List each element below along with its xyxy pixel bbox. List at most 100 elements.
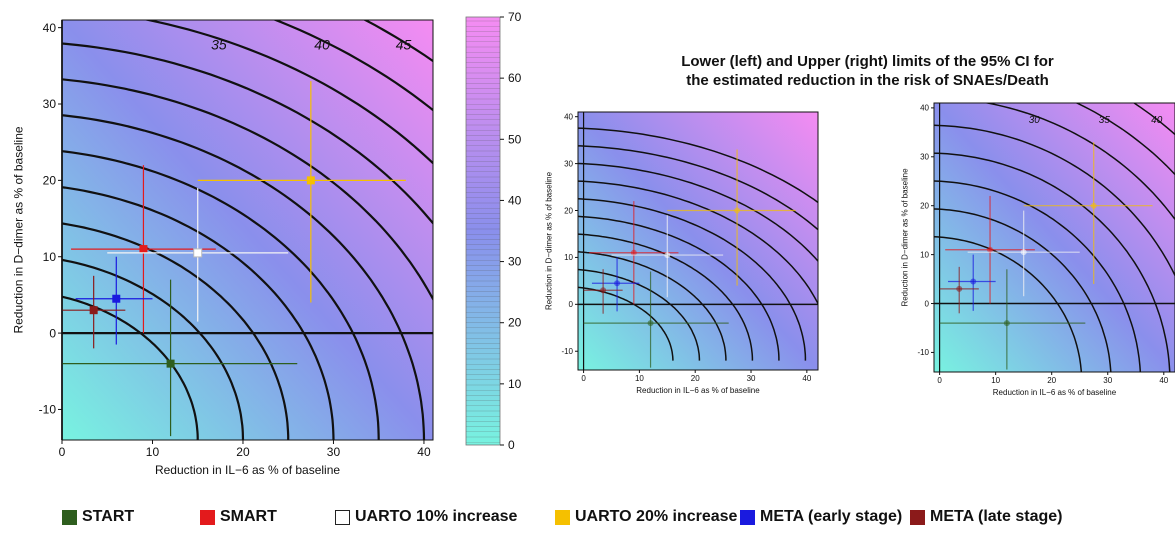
y-tick-label: 20	[43, 174, 57, 188]
x-tick-label: 30	[327, 445, 341, 459]
contour-line-5	[578, 251, 727, 361]
point-meta-early-stage-	[75, 256, 153, 345]
point-meta-early-stage-	[948, 254, 996, 311]
legend-label: UARTO 10% increase	[355, 508, 518, 525]
contour-line-15	[934, 180, 1142, 372]
plot-area	[934, 103, 1175, 372]
contour-line-0	[578, 268, 701, 361]
contour-line-25	[934, 124, 1175, 278]
contour-line-40	[578, 127, 818, 204]
legend-item-meta-late-stage-: META (late stage)	[910, 508, 1062, 526]
x-tick-label: 20	[236, 445, 250, 459]
plot-frame	[933, 102, 1175, 373]
x-tick-label: 40	[802, 374, 811, 383]
contour-line-0	[62, 258, 245, 440]
contour-line-35	[578, 145, 818, 231]
y-axis-label: Reduction in D−dimer as % of baseline	[901, 168, 910, 307]
contour-line-10	[578, 233, 754, 361]
x-axis-label: Reduction in IL−6 as % of baseline	[993, 388, 1117, 397]
legend-swatch	[335, 509, 350, 525]
inset-title: Lower (left) and Upper (right) limits of…	[560, 52, 1175, 90]
y-tick-label: 10	[920, 250, 929, 259]
y-tick-label: 10	[43, 250, 57, 264]
y-tick-label: -10	[561, 347, 573, 356]
inset-title-line1: Lower (left) and Upper (right) limits of…	[681, 53, 1054, 70]
plot-frame	[577, 111, 819, 371]
contour-line-10	[934, 208, 1112, 372]
point-uarto-20-increase	[1023, 142, 1153, 284]
point-marker	[630, 249, 637, 256]
main-contour-plot: 35 40 45 0 10 20 30 40 -10 0 10 20 30 40 Reduction in …	[11, 19, 434, 477]
point-marker	[1020, 249, 1027, 256]
contour-figure: 35 40 45 0 10 20 30 40 -10 0 10 20 30 40 Reduction in …	[11, 10, 1175, 477]
contour-label: 40	[314, 36, 330, 52]
contour-label: 40	[1151, 115, 1163, 126]
legend-label: META (early stage)	[760, 508, 903, 525]
legend-swatch	[555, 509, 570, 525]
x-tick-label: 10	[991, 376, 1000, 385]
colorbar-tick-label: 40	[508, 193, 522, 207]
data-points	[583, 149, 796, 368]
legend: START SMART UARTO 10% increase UARTO 20% in…	[0, 508, 1175, 534]
contour-label: 35	[211, 36, 227, 52]
inset-title-line2: the estimated reduction in the risk of S…	[686, 72, 1049, 89]
contour-line-20	[578, 198, 807, 361]
upper-ci-contour-plot: 30 35 40 0 10 20 30 40 -10 0 10 20 30 40 Reduction in …	[901, 102, 1175, 397]
contour-line-10	[62, 186, 335, 440]
point-meta-late-stage-	[939, 266, 979, 314]
y-tick-label: 40	[43, 21, 57, 35]
point-marker	[647, 320, 654, 327]
x-tick-label: 0	[59, 445, 66, 459]
x-tick-label: 10	[146, 445, 160, 459]
colorbar-tick-label: 50	[508, 132, 522, 146]
y-tick-label: -10	[39, 403, 57, 417]
legend-swatch	[910, 509, 925, 525]
point-smart	[945, 195, 1035, 304]
contour-line-30	[578, 162, 818, 263]
contour-lines: 30 35 40	[934, 103, 1175, 372]
legend-swatch	[62, 509, 77, 525]
x-tick-label: 20	[1047, 376, 1056, 385]
point-marker	[112, 294, 121, 303]
point-marker	[664, 252, 671, 259]
x-tick-label: 10	[635, 374, 644, 383]
x-tick-label: 20	[691, 374, 700, 383]
y-tick-label: 40	[564, 112, 573, 121]
contour-line-30	[983, 103, 1175, 221]
legend-label: START	[82, 508, 135, 525]
colorbar-tick-label: 30	[508, 255, 522, 269]
contour-line-35	[1075, 103, 1175, 176]
y-axis-label: Reduction in D−dimer as % of baseline	[11, 126, 25, 333]
point-marker	[306, 176, 315, 185]
colorbar-bands	[466, 20, 500, 443]
contour-line-15	[62, 150, 380, 440]
point-uarto-20-increase	[197, 81, 406, 303]
colorbar-gradient	[465, 16, 501, 446]
x-tick-label: 30	[747, 374, 756, 383]
y-tick-label: 30	[920, 153, 929, 162]
contour-label: 45	[396, 36, 412, 52]
y-tick-label: 20	[920, 202, 929, 211]
point-meta-early-stage-	[591, 257, 640, 312]
y-tick-label: 0	[925, 299, 930, 308]
point-marker	[987, 246, 994, 253]
plot-area	[62, 20, 433, 440]
x-tick-label: 40	[417, 445, 431, 459]
y-axis-label: Reduction in D−dimer as % of baseline	[545, 171, 554, 310]
point-uarto-20-increase	[667, 149, 796, 286]
point-marker	[970, 278, 977, 285]
x-axis-label: Reduction in IL−6 as % of baseline	[155, 463, 340, 477]
y-tick-label: 40	[920, 104, 929, 113]
contour-line--5	[62, 295, 199, 440]
contour-line-25	[578, 180, 818, 306]
y-tick-label: 0	[569, 300, 574, 309]
contour-line-5	[62, 222, 290, 440]
colorbar-tick-label: 0	[508, 438, 515, 452]
point-marker	[600, 287, 607, 294]
contour-line--5	[578, 286, 674, 361]
contour-line-20	[934, 152, 1171, 372]
point-uarto-10-increase	[611, 215, 724, 298]
point-meta-late-stage-	[62, 275, 126, 349]
contour-line-5	[934, 236, 1083, 372]
y-tick-label: 0	[49, 326, 56, 340]
